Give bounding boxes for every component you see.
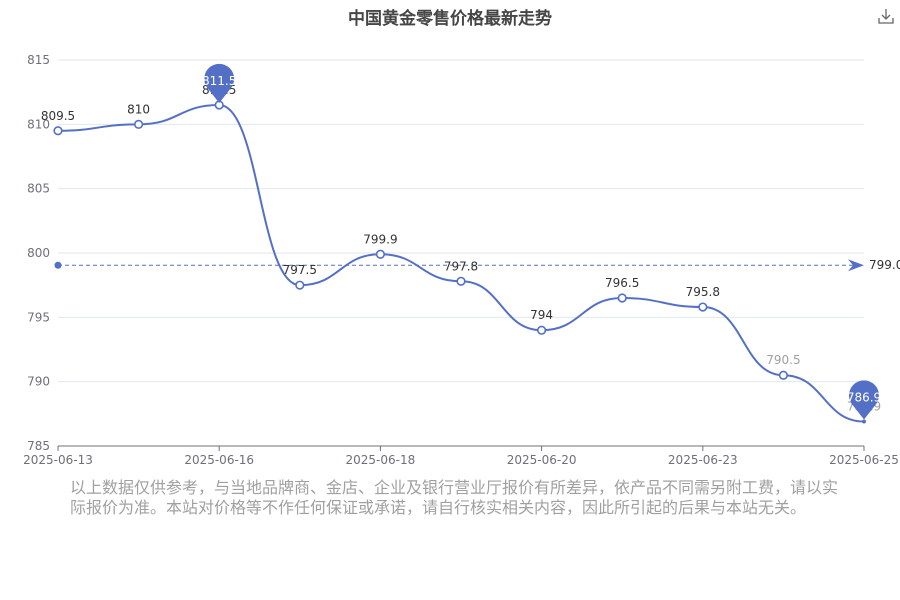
data-point bbox=[778, 370, 789, 380]
data-label: 790.5 bbox=[766, 353, 800, 367]
data-label: 797.5 bbox=[283, 263, 317, 277]
y-tick-label: 810 bbox=[27, 117, 50, 131]
x-tick-label: 2025-06-18 bbox=[346, 453, 416, 467]
max-pin-label: 811.5 bbox=[202, 74, 236, 88]
y-tick-label: 795 bbox=[27, 310, 50, 324]
data-point bbox=[698, 302, 708, 312]
y-tick-label: 785 bbox=[27, 439, 50, 453]
data-point bbox=[375, 249, 386, 259]
data-point bbox=[617, 293, 627, 303]
average-line-arrow bbox=[848, 259, 864, 272]
download-button[interactable] bbox=[876, 6, 896, 26]
y-tick-label: 800 bbox=[27, 246, 50, 260]
download-icon bbox=[878, 9, 894, 24]
data-point bbox=[456, 276, 466, 286]
x-tick-label: 2025-06-23 bbox=[668, 453, 738, 467]
max-pin: 811.5 bbox=[202, 63, 236, 104]
data-point bbox=[134, 119, 144, 129]
data-label: 795.8 bbox=[686, 285, 720, 299]
min-pin-label: 786.9 bbox=[847, 391, 881, 405]
data-point bbox=[536, 325, 547, 335]
line-chart: 785 790 795 800 805 810 815 2025-06-13 2025-06-1… bbox=[23, 53, 900, 467]
x-tick-label: 2025-06-25 bbox=[829, 453, 899, 467]
min-pin: 786.9 bbox=[847, 380, 881, 420]
data-label: 810 bbox=[127, 102, 150, 116]
data-label: 796.5 bbox=[605, 276, 639, 290]
data-point bbox=[862, 419, 866, 424]
data-label: 799.9 bbox=[363, 232, 397, 246]
y-tick-label: 805 bbox=[27, 182, 50, 196]
x-tick-label: 2025-06-16 bbox=[184, 453, 254, 467]
y-tick-label: 790 bbox=[27, 375, 50, 389]
y-tick-label: 815 bbox=[27, 53, 50, 67]
max-pin-shape bbox=[204, 63, 235, 104]
data-label: 797.8 bbox=[444, 259, 478, 273]
data-point bbox=[295, 280, 305, 290]
min-pin-shape bbox=[849, 380, 880, 420]
data-label: 809.5 bbox=[41, 109, 75, 123]
x-tick-label: 2025-06-20 bbox=[507, 453, 577, 467]
data-label: 794 bbox=[530, 308, 553, 322]
disclaimer-text: 以上数据仅供参考，与当地品牌商、金店、企业及银行营业厅报价有所差异，依产品不同需… bbox=[70, 478, 839, 517]
average-line-label: 799.05 bbox=[869, 258, 900, 272]
chart-title: 中国黄金零售价格最新走势 bbox=[348, 9, 552, 29]
x-tick-label: 2025-06-13 bbox=[23, 453, 93, 467]
data-point bbox=[53, 126, 63, 136]
